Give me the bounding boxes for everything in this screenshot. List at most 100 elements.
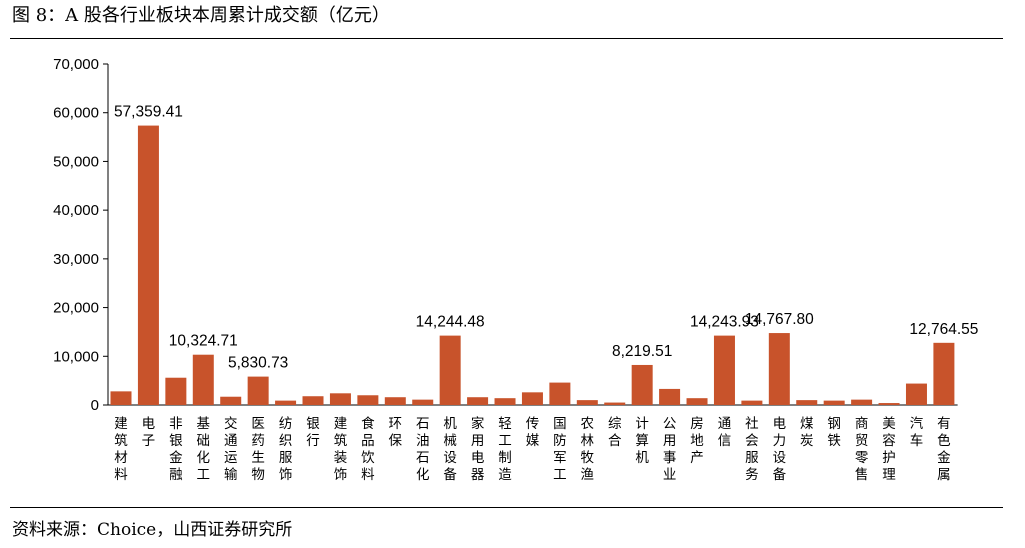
category-label: 有 <box>937 416 951 432</box>
category-label: 金 <box>169 450 183 466</box>
bar <box>796 400 818 405</box>
bar <box>576 400 598 405</box>
category-label: 建 <box>114 416 128 432</box>
category-label: 家 <box>471 415 485 432</box>
data-label: 57,359.41 <box>114 104 183 121</box>
category-label: 备 <box>773 466 787 483</box>
category-label: 交 <box>224 415 238 432</box>
category-label: 零 <box>855 450 869 466</box>
category-label: 饰 <box>334 467 348 483</box>
category-label: 农 <box>581 416 595 432</box>
category-label: 事 <box>663 450 677 466</box>
y-tick-label: 60,000 <box>53 105 99 122</box>
category-label: 汽 <box>910 416 924 432</box>
bar <box>549 382 571 405</box>
category-label: 装 <box>334 450 348 466</box>
category-label: 公 <box>663 416 677 432</box>
category-label: 钢 <box>827 416 841 432</box>
category-label: 社 <box>745 416 759 432</box>
category-label: 医 <box>251 416 265 432</box>
category-label: 物 <box>251 467 265 483</box>
y-tick-label: 30,000 <box>53 251 99 268</box>
category-label: 金 <box>937 450 951 466</box>
category-label: 设 <box>443 450 457 466</box>
category-label: 化 <box>197 450 211 466</box>
bar <box>878 403 900 405</box>
category-label: 防 <box>553 433 567 449</box>
bar <box>631 364 653 405</box>
category-label: 车 <box>910 432 924 449</box>
category-label: 炭 <box>800 433 814 449</box>
bar <box>110 391 132 405</box>
bar <box>741 400 763 405</box>
category-label: 服 <box>745 450 759 466</box>
category-label: 器 <box>471 467 485 483</box>
category-label: 石 <box>416 450 430 466</box>
bar <box>604 402 626 405</box>
bar <box>329 393 351 405</box>
category-label: 非 <box>169 416 183 432</box>
category-label: 银 <box>306 416 320 432</box>
category-label: 生 <box>251 450 265 466</box>
data-label: 12,764.55 <box>909 321 978 338</box>
bar <box>768 333 790 405</box>
category-label: 行 <box>306 433 320 449</box>
bar <box>467 397 489 405</box>
category-label: 造 <box>498 467 512 483</box>
category-label: 商 <box>855 416 869 432</box>
bar-chart: 0 10,000 20,000 30,000 40,000 50,000 60,000 70,… <box>53 56 978 483</box>
bar <box>302 396 324 405</box>
bar <box>905 383 927 405</box>
category-label: 备 <box>443 466 457 483</box>
category-label: 石 <box>416 416 430 432</box>
category-label: 渔 <box>581 467 595 483</box>
category-label: 工 <box>197 467 211 483</box>
category-label: 属 <box>937 467 951 483</box>
y-tick-label: 0 <box>91 397 99 414</box>
bar <box>439 335 461 405</box>
category-label: 售 <box>855 467 869 483</box>
source-note: 资料来源：Choice，山西证券研究所 <box>12 520 293 540</box>
category-label: 国 <box>553 416 567 432</box>
category-label: 饮 <box>361 450 375 466</box>
category-label: 银 <box>169 433 183 449</box>
category-label: 油 <box>416 433 430 449</box>
category-label: 媒 <box>526 433 540 449</box>
category-label: 设 <box>773 450 787 466</box>
bar <box>494 398 516 405</box>
category-label: 容 <box>882 432 896 449</box>
category-label: 筑 <box>114 433 128 449</box>
category-label: 融 <box>169 467 183 483</box>
category-label: 子 <box>142 433 156 449</box>
y-tick-label: 50,000 <box>53 153 99 170</box>
bar <box>384 397 406 405</box>
bar <box>357 395 379 405</box>
category-label: 传 <box>526 416 540 432</box>
bar <box>521 392 543 405</box>
category-label: 电 <box>471 450 485 466</box>
bar <box>686 398 708 405</box>
category-label: 铁 <box>827 433 841 449</box>
category-label: 理 <box>882 467 896 483</box>
bar <box>137 125 159 405</box>
y-tick-label: 20,000 <box>53 300 99 317</box>
category-label: 料 <box>361 467 375 483</box>
bar <box>247 376 269 405</box>
category-label: 业 <box>663 467 677 483</box>
data-label: 10,324.71 <box>169 333 238 350</box>
category-label: 基 <box>197 415 211 432</box>
category-label: 美 <box>882 416 896 432</box>
category-label: 筑 <box>334 433 348 449</box>
category-label: 产 <box>690 450 704 466</box>
category-label: 综 <box>608 416 622 432</box>
data-label: 14,243.93 <box>690 314 759 331</box>
category-label: 食 <box>361 415 375 432</box>
category-label: 保 <box>389 433 403 449</box>
category-label: 饰 <box>279 467 293 483</box>
data-label: 14,767.80 <box>745 311 814 328</box>
category-label: 药 <box>251 433 265 449</box>
top-rule <box>10 38 1003 39</box>
y-tick-label: 70,000 <box>53 56 99 73</box>
bar <box>659 388 681 405</box>
category-label: 械 <box>443 433 457 449</box>
